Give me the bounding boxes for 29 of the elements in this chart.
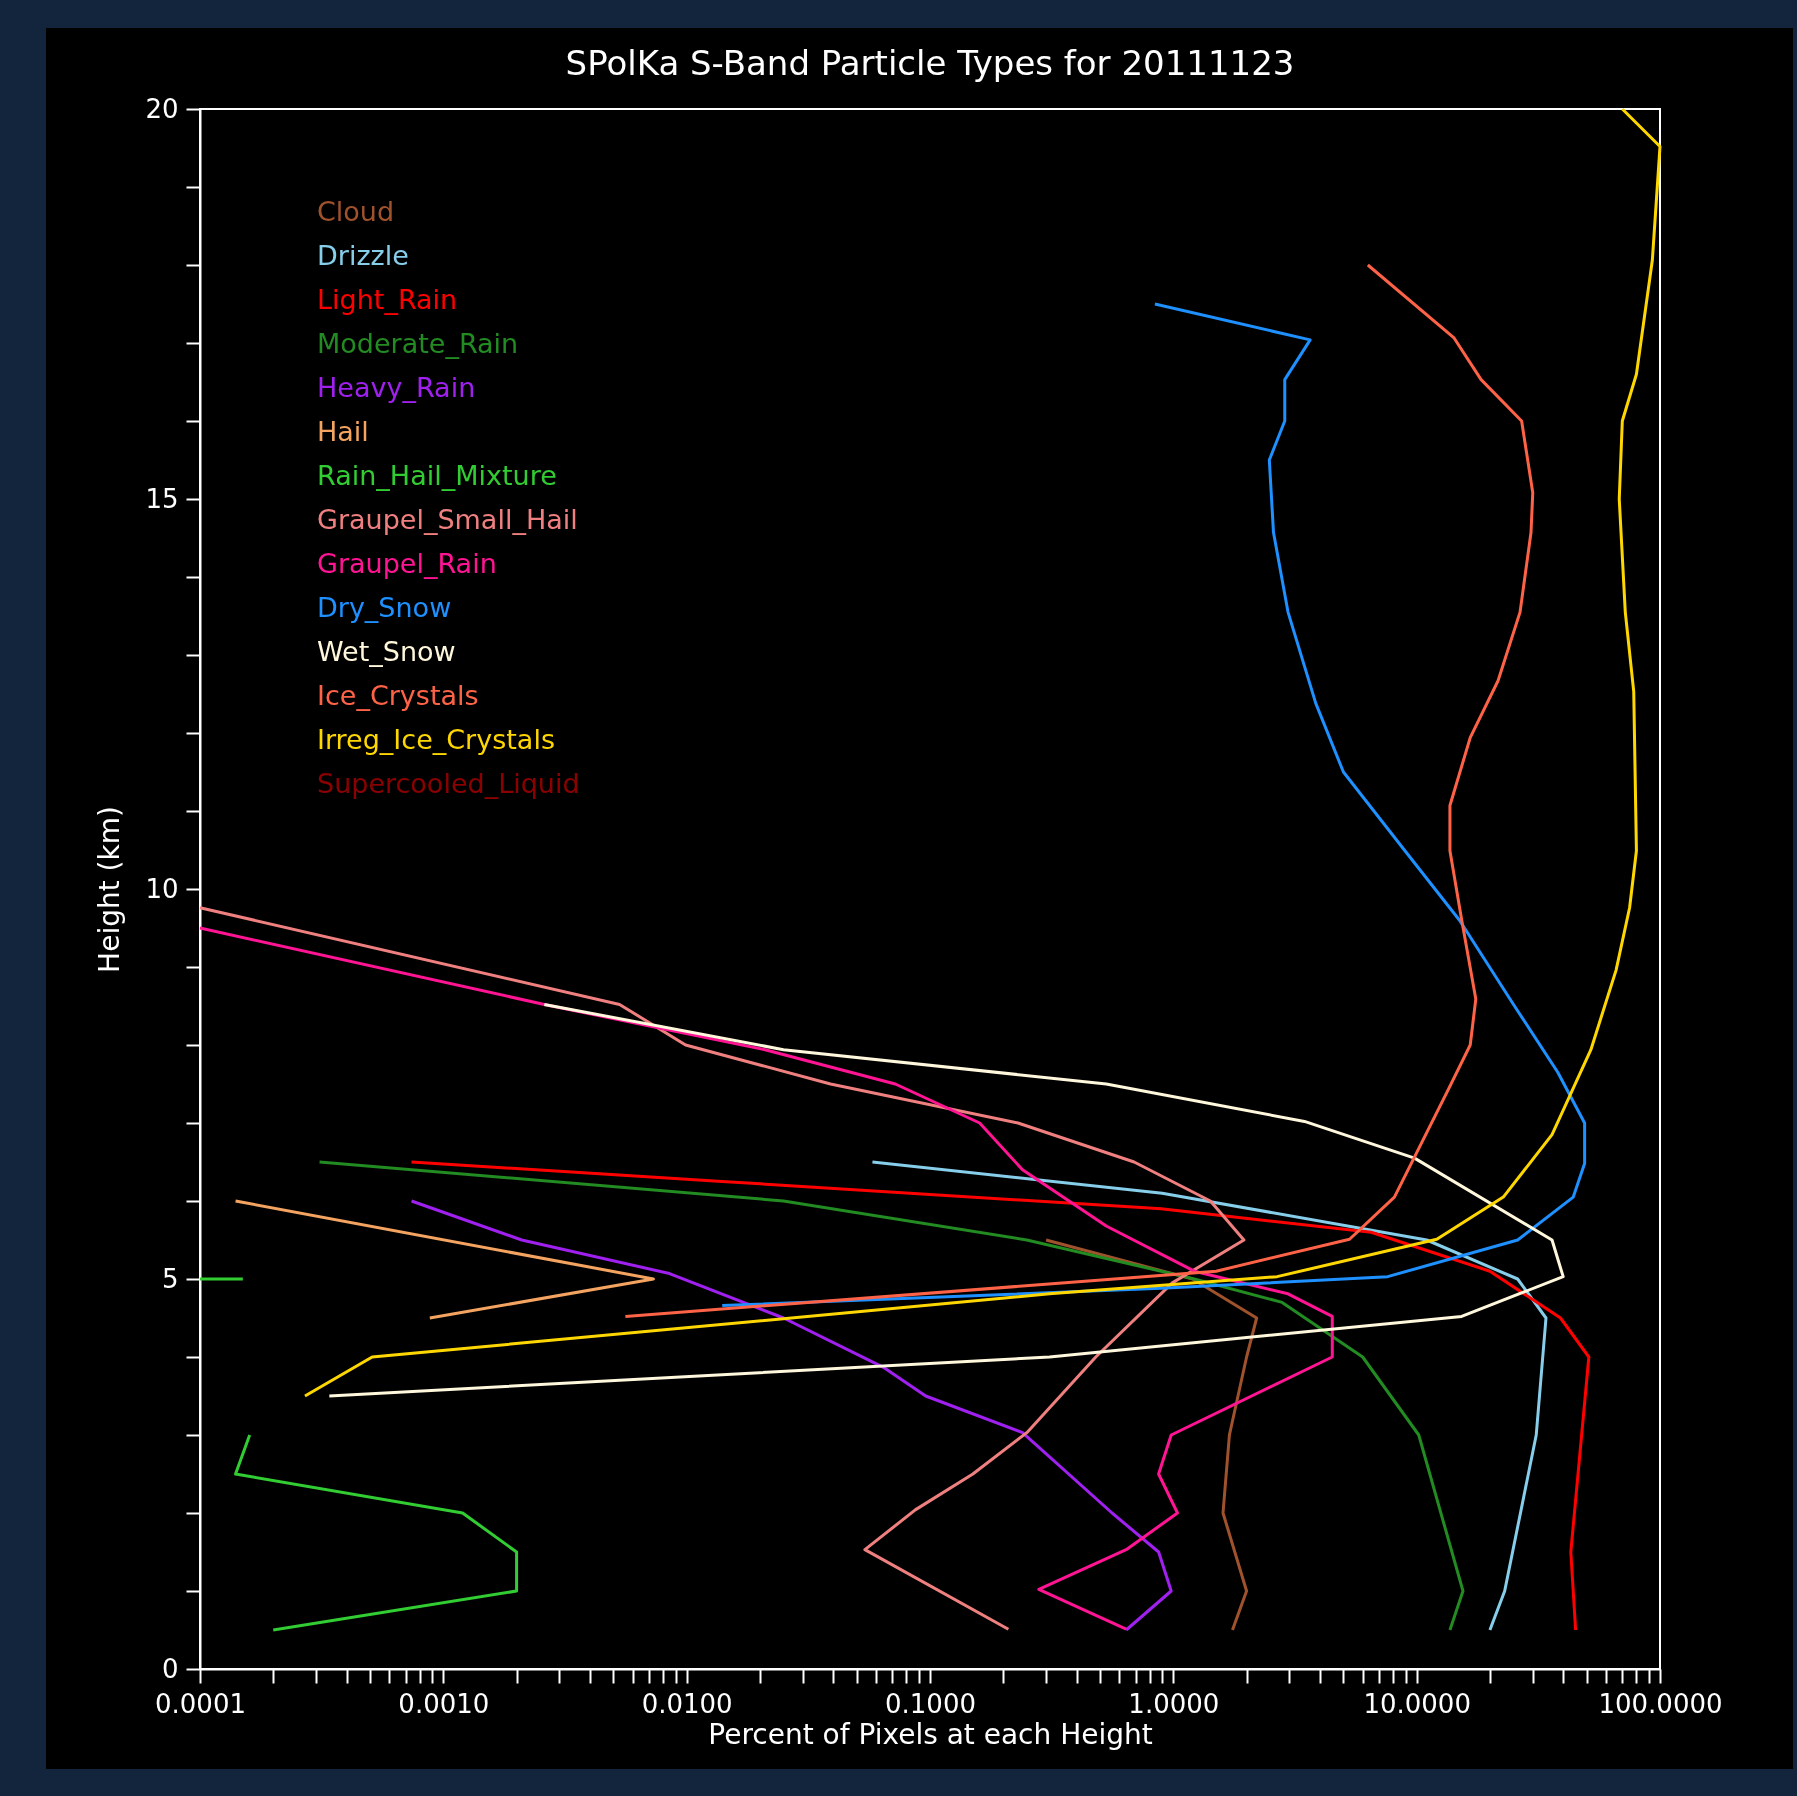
text: Cloud [317, 195, 395, 227]
x-axis-title: Percent of Pixels at each Height [708, 1717, 1153, 1751]
x-tick-label: 10.0000 [1363, 1688, 1471, 1719]
text: Heavy_Rain [317, 371, 476, 403]
x-tick-label: 0.0001 [155, 1688, 246, 1719]
x-tick-label: 0.0010 [398, 1688, 490, 1719]
y-tick-label: 10 [145, 873, 179, 904]
chart-title: SPolKa S-Band Particle Types for 20111123 [565, 43, 1295, 83]
text: Wet_Snow [317, 635, 456, 667]
text: Ice_Crystals [317, 679, 479, 711]
x-tick-label: 0.0100 [641, 1688, 733, 1719]
x-tick-label: 1.0000 [1128, 1688, 1220, 1719]
x-tick-label: 100.0000 [1598, 1688, 1723, 1719]
text: Graupel_Rain [317, 547, 497, 579]
legend-label: Supercooled_Liquid [317, 767, 580, 799]
y-tick-label: 20 [145, 93, 179, 124]
text: Light_Rain [317, 283, 458, 315]
text: Graupel_Small_Hail [317, 503, 578, 535]
x-tick-label: 0.1000 [885, 1688, 976, 1719]
text: Dry_Snow [317, 591, 452, 623]
y-axis-title: Height (km) [93, 806, 127, 973]
text: Rain_Hail_Mixture [317, 459, 557, 491]
text: Moderate_Rain [317, 327, 519, 359]
y-tick-label: 0 [161, 1653, 179, 1684]
y-tick-label: 15 [145, 483, 179, 514]
y-tick-label: 5 [161, 1263, 179, 1294]
text: Drizzle [317, 239, 409, 271]
text: Hail [317, 415, 369, 447]
text: Irreg_Ice_Crystals [317, 723, 555, 755]
